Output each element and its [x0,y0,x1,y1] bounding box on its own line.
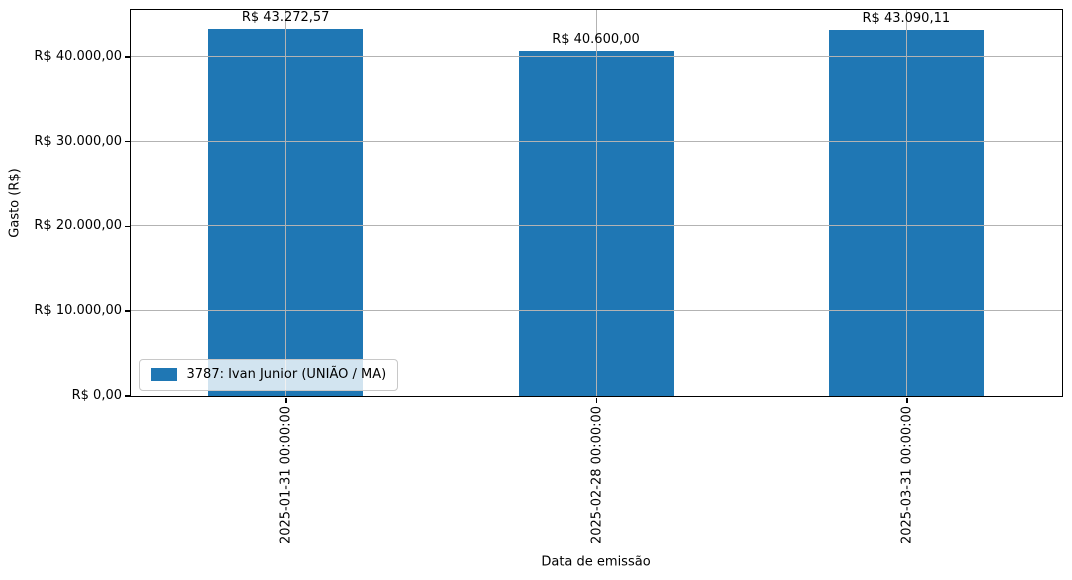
y-tick-mark [124,225,130,228]
y-tick-mark [124,140,130,143]
bar-value-label: R$ 43.272,57 [241,9,330,25]
v-gridline [285,9,287,396]
y-tick-mark [124,310,130,312]
x-tick-label: 2025-01-31 00:00:00 [278,405,294,545]
x-tick-mark [285,397,287,403]
bar-value-label: R$ 40.600,00 [552,32,640,48]
legend-swatch [150,368,177,381]
x-tick-label: 2025-02-28 00:00:00 [589,405,604,545]
x-tick-label: 2025-03-31 00:00:00 [899,405,915,545]
v-gridline [595,9,597,396]
legend: 3787: Ivan Junior (UNIÃO / MA) [138,358,399,391]
v-gridline [905,9,907,396]
y-tick-label: R$ 0,00 [71,388,122,403]
y-tick-label: R$ 20.000,00 [34,218,122,234]
y-tick-mark [124,56,130,58]
bar-value-label: R$ 43.090,11 [862,11,951,27]
plot-area: 3787: Ivan Junior (UNIÃO / MA) R$ 43.272… [129,8,1063,397]
legend-label: 3787: Ivan Junior (UNIÃO / MA) [186,367,387,382]
y-tick-label: R$ 30.000,00 [34,133,122,149]
y-tick-label: R$ 40.000,00 [34,48,122,64]
y-tick-label: R$ 10.000,00 [34,303,122,319]
x-tick-mark [906,397,908,403]
x-axis-label: Data de emissão [541,554,651,570]
x-tick-mark [595,397,598,403]
y-tick-mark [124,395,130,397]
